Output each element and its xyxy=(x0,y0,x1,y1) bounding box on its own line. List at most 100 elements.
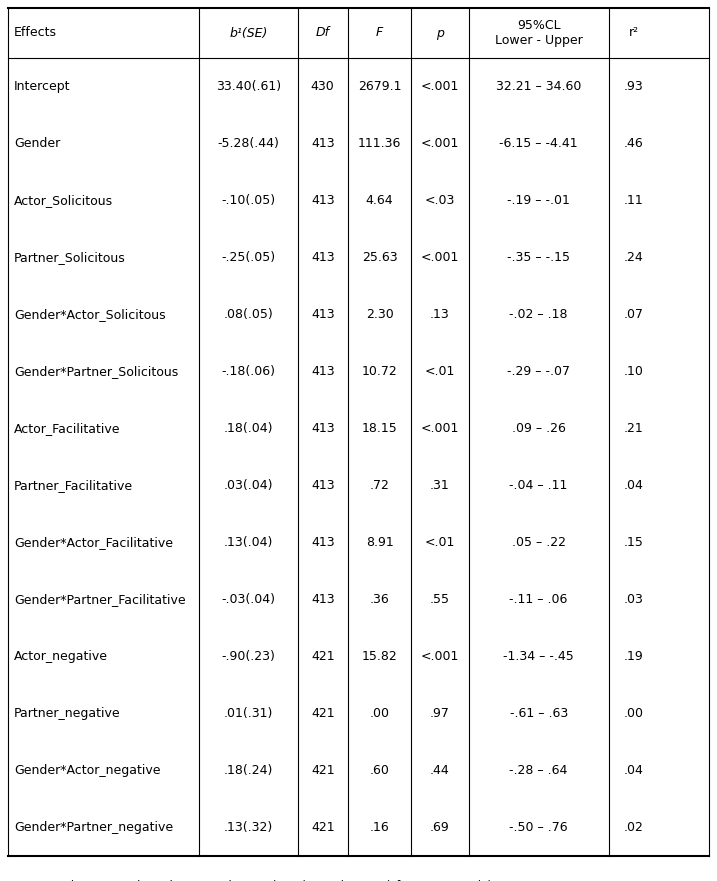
Text: .11: .11 xyxy=(624,194,644,207)
Text: .31: .31 xyxy=(430,479,450,492)
Text: .13: .13 xyxy=(430,308,450,321)
Text: .13(.04): .13(.04) xyxy=(224,536,273,549)
Text: Gender*Partner_Solicitous: Gender*Partner_Solicitous xyxy=(14,365,179,378)
Text: <.001: <.001 xyxy=(421,80,459,93)
Text: .05 – .22: .05 – .22 xyxy=(512,536,566,549)
Text: Actor_Facilitative: Actor_Facilitative xyxy=(14,422,120,435)
Text: .18(.04): .18(.04) xyxy=(224,422,273,435)
Text: Actor_negative: Actor_negative xyxy=(14,650,108,663)
Text: .18(.24): .18(.24) xyxy=(224,764,273,777)
Text: .13(.32): .13(.32) xyxy=(224,821,273,834)
Text: -.90(.23): -.90(.23) xyxy=(222,650,275,663)
Text: .19: .19 xyxy=(624,650,644,663)
Text: .00: .00 xyxy=(624,707,644,720)
Text: Actor_Solicitous: Actor_Solicitous xyxy=(14,194,113,207)
Text: 413: 413 xyxy=(311,308,335,321)
Text: 25.63: 25.63 xyxy=(361,251,397,264)
Text: 2.30: 2.30 xyxy=(366,308,394,321)
Text: .93: .93 xyxy=(624,80,644,93)
Text: -.18(.06): -.18(.06) xyxy=(222,365,275,378)
Text: Gender*Actor_negative: Gender*Actor_negative xyxy=(14,764,161,777)
Text: -.11 – .06: -.11 – .06 xyxy=(510,593,568,606)
Text: -.25(.05): -.25(.05) xyxy=(222,251,275,264)
Text: <.03: <.03 xyxy=(424,194,455,207)
Text: Intercept: Intercept xyxy=(14,80,70,93)
Text: -.61 – .63: -.61 – .63 xyxy=(510,707,568,720)
Text: -.10(.05): -.10(.05) xyxy=(222,194,275,207)
Text: .03(.04): .03(.04) xyxy=(224,479,273,492)
Text: Note.  Analyses were based on 864 observations (sexual events) from 132 particip: Note. Analyses were based on 864 observa… xyxy=(8,880,526,881)
Text: .09 – .26: .09 – .26 xyxy=(512,422,566,435)
Text: 413: 413 xyxy=(311,251,335,264)
Text: b¹(SE): b¹(SE) xyxy=(229,26,267,40)
Text: .69: .69 xyxy=(430,821,450,834)
Text: Gender*Actor_Solicitous: Gender*Actor_Solicitous xyxy=(14,308,166,321)
Text: .60: .60 xyxy=(369,764,389,777)
Text: Gender*Partner_negative: Gender*Partner_negative xyxy=(14,821,173,834)
Text: <.001: <.001 xyxy=(421,650,459,663)
Text: 413: 413 xyxy=(311,479,335,492)
Text: <.001: <.001 xyxy=(421,137,459,150)
Text: .46: .46 xyxy=(624,137,644,150)
Text: 421: 421 xyxy=(311,707,335,720)
Text: 413: 413 xyxy=(311,194,335,207)
Text: .44: .44 xyxy=(430,764,450,777)
Text: 32.21 – 34.60: 32.21 – 34.60 xyxy=(496,80,581,93)
Text: 15.82: 15.82 xyxy=(361,650,397,663)
Text: Gender: Gender xyxy=(14,137,60,150)
Text: 413: 413 xyxy=(311,137,335,150)
Text: .03: .03 xyxy=(624,593,644,606)
Text: -1.34 – -.45: -1.34 – -.45 xyxy=(503,650,574,663)
Text: .02: .02 xyxy=(624,821,644,834)
Text: .07: .07 xyxy=(624,308,644,321)
Text: 430: 430 xyxy=(311,80,335,93)
Text: .97: .97 xyxy=(430,707,450,720)
Text: 413: 413 xyxy=(311,422,335,435)
Text: <.001: <.001 xyxy=(421,251,459,264)
Text: Partner_negative: Partner_negative xyxy=(14,707,120,720)
Text: 421: 421 xyxy=(311,821,335,834)
Text: -.02 – .18: -.02 – .18 xyxy=(509,308,568,321)
Text: p: p xyxy=(436,26,444,40)
Text: F: F xyxy=(376,26,383,40)
Text: .16: .16 xyxy=(370,821,389,834)
Text: -.29 – -.07: -.29 – -.07 xyxy=(507,365,570,378)
Text: -.35 – -.15: -.35 – -.15 xyxy=(507,251,570,264)
Text: .72: .72 xyxy=(369,479,389,492)
Text: .10: .10 xyxy=(624,365,644,378)
Text: 8.91: 8.91 xyxy=(366,536,394,549)
Text: Df: Df xyxy=(315,26,330,40)
Text: -.28 – .64: -.28 – .64 xyxy=(510,764,568,777)
Text: 413: 413 xyxy=(311,593,335,606)
Text: 2679.1: 2679.1 xyxy=(358,80,402,93)
Text: 421: 421 xyxy=(311,650,335,663)
Text: <.01: <.01 xyxy=(424,536,455,549)
Text: 421: 421 xyxy=(311,764,335,777)
Text: 18.15: 18.15 xyxy=(361,422,397,435)
Text: -.50 – .76: -.50 – .76 xyxy=(509,821,568,834)
Text: 33.40(.61): 33.40(.61) xyxy=(216,80,281,93)
Text: -5.28(.44): -5.28(.44) xyxy=(217,137,280,150)
Text: 111.36: 111.36 xyxy=(358,137,402,150)
Text: .00: .00 xyxy=(369,707,389,720)
Text: .01(.31): .01(.31) xyxy=(224,707,273,720)
Text: r²: r² xyxy=(629,26,639,40)
Text: Effects: Effects xyxy=(14,26,57,40)
Text: .36: .36 xyxy=(370,593,389,606)
Text: Partner_Solicitous: Partner_Solicitous xyxy=(14,251,125,264)
Text: <.001: <.001 xyxy=(421,422,459,435)
Text: -.04 – .11: -.04 – .11 xyxy=(510,479,568,492)
Text: -.03(.04): -.03(.04) xyxy=(222,593,275,606)
Text: .04: .04 xyxy=(624,764,644,777)
Text: -.19 – -.01: -.19 – -.01 xyxy=(507,194,570,207)
Text: .15: .15 xyxy=(624,536,644,549)
Text: .24: .24 xyxy=(624,251,644,264)
Text: 10.72: 10.72 xyxy=(361,365,397,378)
Text: <.01: <.01 xyxy=(424,365,455,378)
Text: 4.64: 4.64 xyxy=(366,194,394,207)
Text: 95%CL
Lower - Upper: 95%CL Lower - Upper xyxy=(495,19,582,47)
Text: .55: .55 xyxy=(429,593,450,606)
Text: Partner_Facilitative: Partner_Facilitative xyxy=(14,479,133,492)
Text: -6.15 – -4.41: -6.15 – -4.41 xyxy=(499,137,578,150)
Text: Gender*Partner_Facilitative: Gender*Partner_Facilitative xyxy=(14,593,186,606)
